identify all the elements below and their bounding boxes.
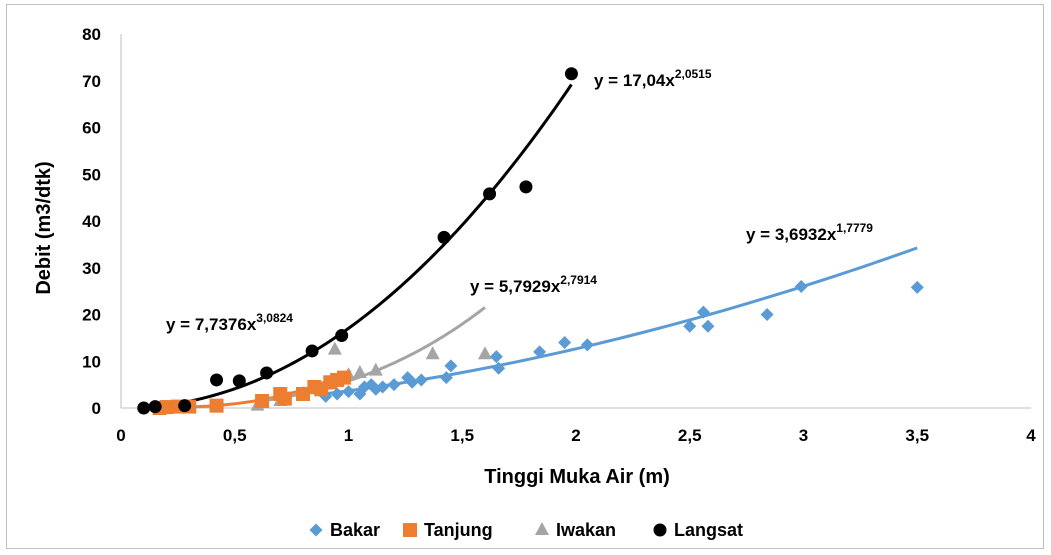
point-iwakan [425,346,440,360]
point-langsat [137,401,151,415]
x-tick-label: 3 [799,426,808,445]
points [137,67,924,415]
legend-label: Langsat [674,520,743,540]
y-tick-label: 40 [82,212,101,231]
point-bakar [533,345,547,359]
y-tick-label: 80 [82,25,101,44]
point-langsat [260,366,274,380]
point-langsat [178,399,192,413]
point-bakar [760,308,774,321]
legend-label: Tanjung [424,520,493,540]
legend-label: Bakar [330,520,380,540]
point-bakar [330,387,344,401]
y-tick-label: 30 [82,259,101,278]
legend-marker-bakar [309,523,323,537]
legend-marker-iwakan [535,522,549,535]
point-bakar [696,305,710,319]
series-bakar [319,279,924,403]
x-tick-label: 2 [571,426,580,445]
equation-langsat: y = 17,04x2,0515 [594,67,712,90]
x-axis-title: Tinggi Muka Air (m) [484,466,670,488]
point-bakar [701,319,715,333]
point-iwakan [368,362,383,376]
legend-item-bakar: Bakar [309,520,380,540]
legend-label: Iwakan [556,520,616,540]
point-iwakan [327,341,342,355]
point-langsat [564,67,578,81]
series-langsat [137,67,578,415]
point-tanjung [277,391,292,406]
point-bakar [910,280,924,294]
point-bakar [444,359,458,373]
y-tick-label: 50 [82,165,101,184]
x-tick-label: 0 [116,426,125,445]
point-langsat [210,373,224,387]
point-langsat [335,329,349,343]
point-bakar [342,385,355,399]
point-bakar [439,371,453,385]
point-tanjung [296,386,310,401]
legend: Bakar Tanjung Iwakan Langsat [309,520,743,540]
y-tick-label: 0 [92,399,101,418]
y-tick-label: 60 [82,119,101,138]
equations: y = 3,6932x1,7779 y = 7,7376x3,0824 y = 5,… [166,67,873,334]
point-bakar [405,375,419,389]
trendline-bakar [325,246,918,396]
legend-marker-tanjung [403,523,417,537]
trendline-langsat [143,83,573,409]
axes [120,34,1031,409]
point-bakar [387,378,401,392]
point-bakar [492,361,506,375]
point-tanjung [255,393,270,408]
point-bakar [794,279,808,293]
point-bakar [580,338,594,352]
point-tanjung [209,398,224,413]
legend-item-langsat: Langsat [653,520,743,540]
point-bakar [489,350,503,364]
point-bakar [558,336,572,350]
y-tick-label: 20 [82,306,101,325]
point-langsat [148,400,162,414]
point-langsat [305,344,319,358]
point-tanjung [336,370,351,385]
point-bakar [376,380,390,394]
x-tick-label: 1,5 [450,426,474,445]
point-iwakan [352,364,367,378]
y-tick-label: 70 [82,72,101,91]
equation-iwakan: y = 5,7929x2,7914 [470,273,597,296]
point-bakar [414,373,428,387]
x-tick-label: 0,5 [223,426,247,445]
point-bakar [683,319,697,333]
y-tick-label: 10 [82,352,101,371]
legend-item-tanjung: Tanjung [403,520,493,540]
x-tick-label: 1 [344,426,353,445]
x-tick-label: 3,5 [905,426,929,445]
x-tick-label: 2,5 [678,426,702,445]
equation-bakar: y = 3,6932x1,7779 [746,221,873,244]
y-axis-title: Debit (m3/dtk) [33,161,55,294]
equation-tanjung: y = 7,7376x3,0824 [166,311,293,334]
legend-marker-langsat [653,523,667,537]
x-tick-label: 4 [1026,426,1036,445]
point-tanjung [159,400,174,415]
point-langsat [437,230,451,244]
trendlines [143,83,918,410]
point-iwakan [478,346,492,360]
point-langsat [232,374,246,388]
legend-item-iwakan: Iwakan [535,520,616,540]
chart-frame [6,4,1044,549]
point-langsat [483,187,497,201]
point-langsat [519,180,533,194]
